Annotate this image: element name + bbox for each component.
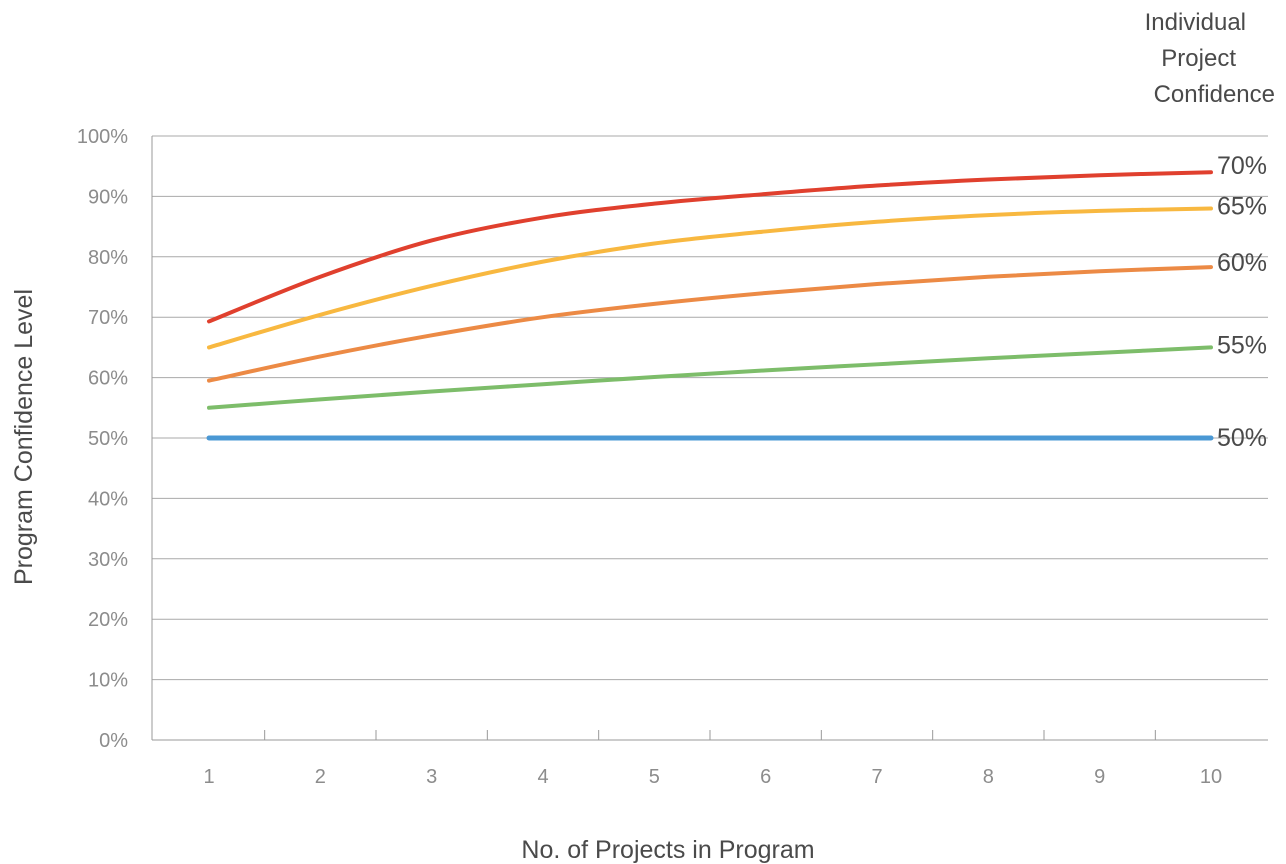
series-line-65pct xyxy=(207,206,1213,350)
x-tick-label: 3 xyxy=(426,766,437,788)
y-tick-label: 10% xyxy=(88,670,128,692)
x-tick-label: 10 xyxy=(1200,766,1222,788)
x-axis-title: No. of Projects in Program xyxy=(521,836,814,864)
y-axis-ticks: 0% 10% 20% 30% 40% 50% 60% 70% 80% 90% 100% xyxy=(77,126,128,752)
y-tick-label: 80% xyxy=(88,247,128,269)
series-line-70pct xyxy=(207,170,1213,324)
legend-title-line-1: Individual xyxy=(1145,9,1246,36)
series-labels: 50% 55% 60% 65% 70% xyxy=(1217,152,1267,452)
legend-title-line-2: Project xyxy=(1161,45,1236,72)
y-tick-label: 90% xyxy=(88,186,128,208)
y-tick-label: 60% xyxy=(88,368,128,390)
series-label-65pct: 65% xyxy=(1217,192,1267,220)
series-label-50pct: 50% xyxy=(1217,424,1267,452)
series-line-55pct xyxy=(207,345,1213,410)
series-group xyxy=(206,170,1214,441)
x-tick-label: 4 xyxy=(537,766,548,788)
grid-lines xyxy=(152,135,1268,681)
x-tick-label: 5 xyxy=(649,766,660,788)
y-tick-label: 20% xyxy=(88,609,128,631)
y-tick-label: 30% xyxy=(88,549,128,571)
x-tick-label: 9 xyxy=(1094,766,1105,788)
series-label-60pct: 60% xyxy=(1217,249,1267,277)
x-tick-label: 2 xyxy=(315,766,326,788)
y-tick-label: 70% xyxy=(88,307,128,329)
series-label-70pct: 70% xyxy=(1217,152,1267,180)
x-tick-label: 8 xyxy=(983,766,994,788)
legend-title: Individual Project Confidence xyxy=(1145,9,1275,108)
y-tick-label: 0% xyxy=(99,730,128,752)
legend-title-line-3: Confidence xyxy=(1154,81,1275,108)
series-label-55pct: 55% xyxy=(1217,331,1267,359)
y-tick-label: 50% xyxy=(88,428,128,450)
series-line-60pct xyxy=(207,265,1213,383)
x-tick-label: 6 xyxy=(760,766,771,788)
y-axis-title: Program Confidence Level xyxy=(10,289,38,585)
y-tick-label: 100% xyxy=(77,126,128,148)
x-tick-label: 7 xyxy=(871,766,882,788)
x-axis-ticks: 1 2 3 4 5 6 7 8 9 10 xyxy=(203,766,1222,788)
axes xyxy=(151,136,1268,741)
y-tick-label: 40% xyxy=(88,488,128,510)
x-tick-label: 1 xyxy=(203,766,214,788)
